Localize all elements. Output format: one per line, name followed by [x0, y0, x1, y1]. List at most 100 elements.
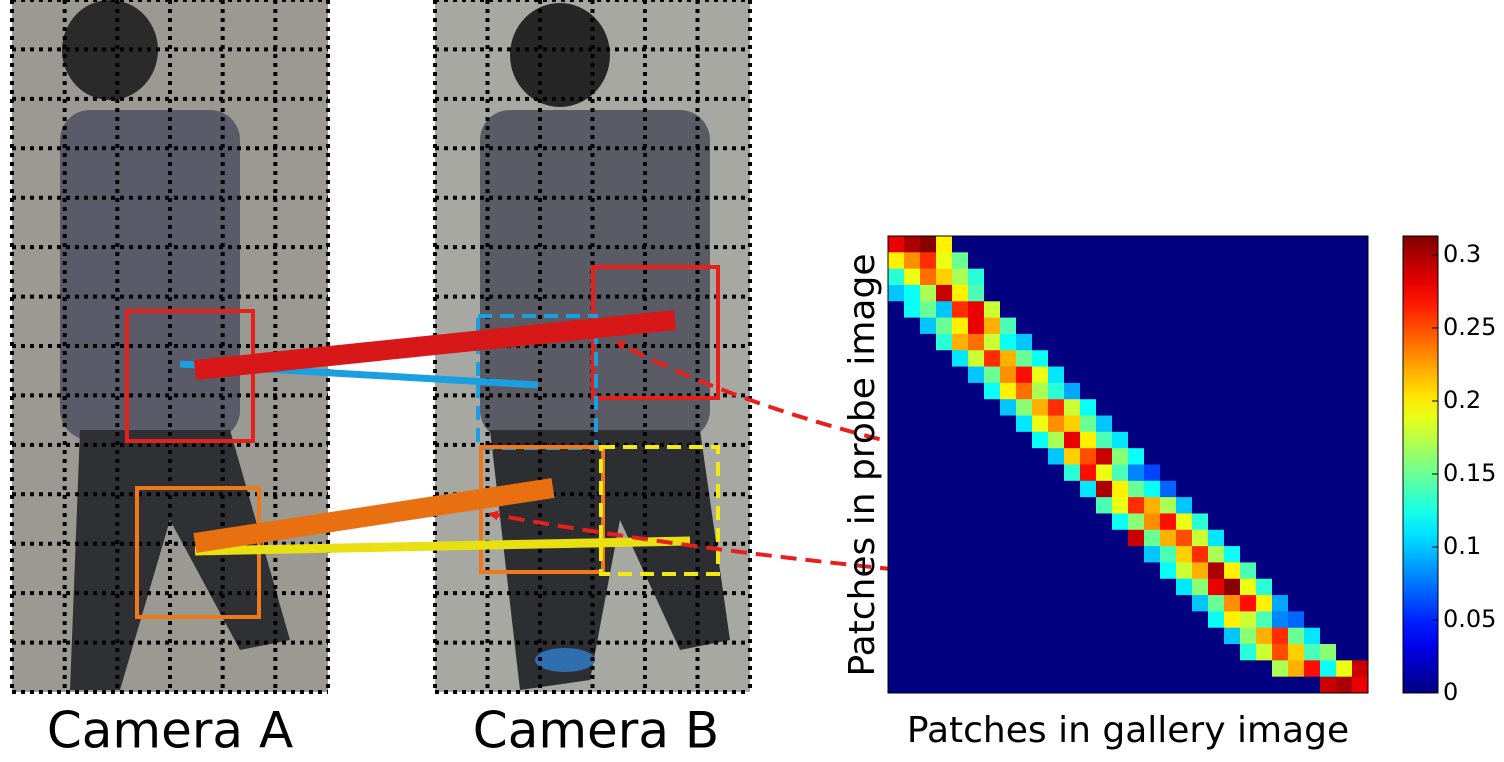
- heatmap-cell: [1304, 382, 1321, 400]
- heatmap-cell: [1208, 480, 1225, 498]
- heatmap-cell: [1112, 627, 1129, 645]
- heatmap-cell: [1288, 497, 1305, 514]
- heatmap-cell: [1128, 333, 1145, 351]
- heatmap-cell: [1048, 660, 1065, 678]
- heatmap-cell: [984, 268, 1001, 286]
- heatmap-cell: [1272, 431, 1289, 449]
- heatmap-cell: [1304, 546, 1321, 563]
- heatmap-cell: [1304, 399, 1321, 417]
- heatmap-cell: [1272, 578, 1289, 596]
- heatmap-cell: [1240, 611, 1257, 629]
- heatmap-cell: [1352, 578, 1369, 596]
- heatmap-cell: [1272, 415, 1289, 433]
- heatmap-cell: [1080, 546, 1097, 563]
- heatmap-cell: [1256, 268, 1273, 286]
- heatmap-cell: [1288, 236, 1305, 253]
- heatmap-cell: [1240, 399, 1257, 417]
- heatmap-cell: [1000, 431, 1017, 449]
- heatmap-cell: [952, 399, 969, 417]
- heatmap-cell: [1336, 236, 1353, 253]
- heatmap-cell: [1080, 513, 1097, 531]
- y-axis-label: Patches in probe image: [842, 254, 883, 677]
- heatmap-cell: [1256, 660, 1273, 678]
- heatmap-cell: [1064, 644, 1081, 661]
- heatmap-cell: [1272, 513, 1289, 531]
- heatmap-cell: [1112, 595, 1129, 612]
- heatmap-cell: [984, 497, 1001, 514]
- heatmap-cell: [1256, 676, 1273, 694]
- heatmap-cell: [920, 497, 937, 514]
- heatmap-cell: [968, 431, 985, 449]
- heatmap-cell: [1288, 546, 1305, 563]
- heatmap-cell: [888, 415, 905, 433]
- heatmap-cell: [1128, 562, 1145, 580]
- heatmap-cell: [1304, 464, 1321, 482]
- heatmap-cell: [1288, 562, 1305, 580]
- heatmap-cell: [1224, 252, 1241, 270]
- heatmap-cell: [1096, 448, 1113, 465]
- heatmap-cell: [952, 497, 969, 514]
- heatmap-cell: [1256, 595, 1273, 612]
- heatmap-cell: [1256, 317, 1273, 335]
- heatmap-cell: [1224, 611, 1241, 629]
- heatmap-cell: [1064, 431, 1081, 449]
- heatmap-cell: [1352, 448, 1369, 465]
- heatmap-cell: [968, 301, 985, 319]
- heatmap-cell: [1144, 284, 1161, 302]
- heatmap-cell: [1352, 562, 1369, 580]
- heatmap-cell: [904, 252, 921, 270]
- heatmap-cell: [1272, 317, 1289, 335]
- heatmap-cell: [1336, 660, 1353, 678]
- heatmap-cell: [1080, 268, 1097, 286]
- heatmap-cell: [1304, 595, 1321, 612]
- heatmap-cell: [1320, 366, 1337, 384]
- heatmap-cell: [1128, 644, 1145, 661]
- heatmap-cell: [984, 595, 1001, 612]
- heatmap-cell: [1112, 382, 1129, 400]
- colorbar-tick-label: 0.2: [1443, 386, 1481, 414]
- heatmap-cell: [1080, 497, 1097, 514]
- heatmap-cell: [1112, 513, 1129, 531]
- heatmap-cell: [936, 350, 953, 368]
- heatmap-cell: [1160, 301, 1177, 319]
- heatmap-cell: [968, 676, 985, 694]
- heatmap-cell: [1000, 350, 1017, 368]
- heatmap-cell: [1336, 595, 1353, 612]
- heatmap-cell: [1240, 562, 1257, 580]
- colorbar-tick-label: 0.25: [1443, 313, 1496, 341]
- heatmap-cell: [1080, 236, 1097, 253]
- heatmap-cell: [1032, 660, 1049, 678]
- heatmap-cell: [968, 546, 985, 563]
- heatmap-cell: [952, 301, 969, 319]
- heatmap-cell: [1112, 562, 1129, 580]
- heatmap-cell: [904, 333, 921, 351]
- heatmap-cell: [1352, 611, 1369, 629]
- heatmap-cell: [1192, 513, 1209, 531]
- heatmap-cell: [1272, 497, 1289, 514]
- heatmap-cell: [1176, 660, 1193, 678]
- heatmap-cell: [1256, 546, 1273, 563]
- heatmap-cell: [1224, 415, 1241, 433]
- heatmap-cell: [904, 236, 921, 253]
- heatmap-cell: [1240, 236, 1257, 253]
- heatmap-cell: [952, 252, 969, 270]
- heatmap-cell: [968, 415, 985, 433]
- heatmap-cell: [1192, 366, 1209, 384]
- heatmap-cell: [1160, 415, 1177, 433]
- heatmap-cell: [1320, 284, 1337, 302]
- heatmap-cell: [920, 546, 937, 563]
- heatmap-cell: [1080, 464, 1097, 482]
- heatmap-cell: [1272, 611, 1289, 629]
- heatmap-cell: [936, 333, 953, 351]
- heatmap-cell: [1288, 513, 1305, 531]
- heatmap-cell: [1000, 268, 1017, 286]
- heatmap-cell: [1144, 448, 1161, 465]
- heatmap-cell: [1048, 382, 1065, 400]
- heatmap-cell: [1288, 252, 1305, 270]
- heatmap-cell: [936, 513, 953, 531]
- heatmap-cell: [1048, 350, 1065, 368]
- heatmap-cell: [936, 284, 953, 302]
- x-axis-label: Patches in gallery image: [907, 710, 1349, 751]
- heatmap-cell: [1080, 399, 1097, 417]
- heatmap-cell: [936, 399, 953, 417]
